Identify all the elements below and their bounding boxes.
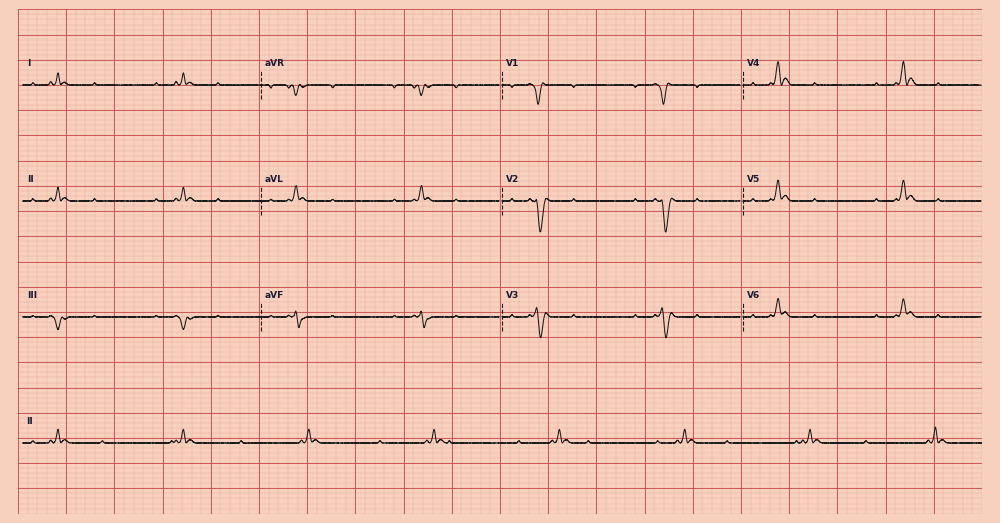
Text: V1: V1	[506, 59, 519, 68]
Text: II: II	[26, 417, 32, 426]
Text: V6: V6	[747, 291, 760, 300]
Text: aVL: aVL	[265, 175, 284, 184]
Text: aVR: aVR	[265, 59, 285, 68]
Text: II: II	[27, 175, 33, 184]
Text: V3: V3	[506, 291, 519, 300]
Text: V5: V5	[747, 175, 760, 184]
Text: III: III	[27, 291, 37, 300]
Text: aVF: aVF	[265, 291, 284, 300]
Text: I: I	[27, 59, 30, 68]
Text: V2: V2	[506, 175, 519, 184]
Text: V4: V4	[747, 59, 760, 68]
